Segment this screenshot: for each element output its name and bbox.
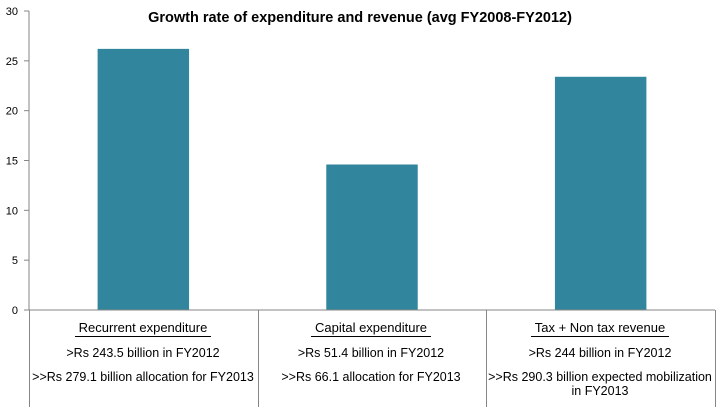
category-label-recurrent: Recurrent expenditure	[74, 320, 212, 337]
annotation-capital-fy2013: >>Rs 66.1 allocation for FY2013	[281, 370, 461, 384]
annotation-recurrent-fy2012: >Rs 243.5 billion in FY2012	[66, 346, 220, 360]
annotation-capital-fy2012: >Rs 51.4 billion in FY2012	[297, 346, 445, 360]
y-tick-label: 0	[12, 305, 18, 317]
chart-title: Growth rate of expenditure and revenue (…	[148, 10, 572, 26]
y-tick-label: 25	[6, 56, 18, 68]
category-cell-2: Capital expenditure >Rs 51.4 billion in …	[257, 313, 485, 407]
y-tick-label: 20	[6, 106, 18, 118]
category-cell-1: Recurrent expenditure >Rs 243.5 billion …	[29, 313, 257, 407]
bar-3	[554, 76, 647, 310]
y-tick-label: 5	[12, 255, 18, 267]
y-tick-label: 30	[6, 6, 18, 18]
y-tick-label: 10	[6, 205, 18, 217]
bar-2	[326, 164, 418, 310]
annotation-revenue-fy2013: >>Rs 290.3 billion expected mobilization…	[488, 370, 712, 398]
bar-1	[97, 48, 190, 311]
category-label-capital: Capital expenditure	[310, 320, 432, 337]
y-tick-label: 15	[6, 156, 18, 168]
annotation-revenue-fy2012: >Rs 244 billion in FY2012	[528, 346, 672, 360]
annotation-recurrent-fy2013: >>Rs 279.1 billion allocation for FY2013	[32, 370, 254, 384]
category-label-revenue: Tax + Non tax revenue	[530, 320, 670, 337]
category-cell-3: Tax + Non tax revenue >Rs 244 billion in…	[485, 313, 715, 407]
